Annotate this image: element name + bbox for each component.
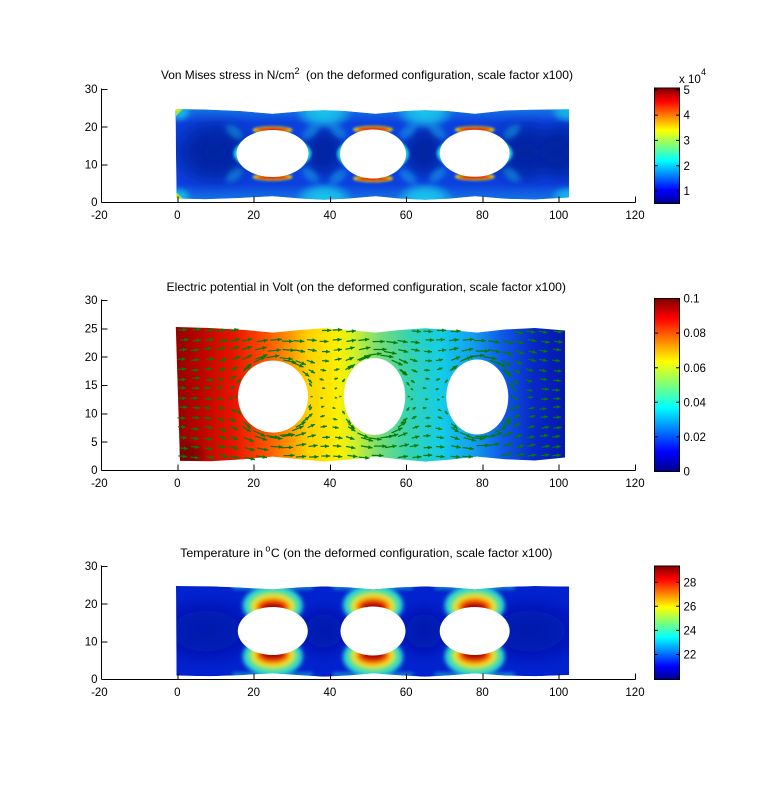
svg-text:100: 100 — [549, 478, 568, 490]
svg-text:0.04: 0.04 — [684, 397, 707, 409]
svg-text:o: o — [265, 544, 270, 554]
svg-text:30: 30 — [85, 84, 98, 96]
svg-text:C (on the deformed configurati: C (on the deformed configuration, scale … — [271, 546, 553, 560]
svg-text:0: 0 — [174, 210, 180, 222]
svg-text:30: 30 — [85, 561, 98, 573]
svg-text:15: 15 — [85, 380, 98, 392]
svg-text:4: 4 — [701, 67, 706, 77]
svg-text:2: 2 — [295, 66, 300, 76]
svg-text:0.02: 0.02 — [684, 432, 706, 444]
svg-text:100: 100 — [549, 210, 568, 222]
svg-text:40: 40 — [324, 210, 337, 222]
svg-text:0: 0 — [91, 674, 97, 686]
svg-text:0.06: 0.06 — [684, 363, 706, 375]
svg-text:0: 0 — [174, 478, 180, 490]
svg-text:x 10: x 10 — [679, 74, 701, 86]
svg-text:80: 80 — [476, 210, 489, 222]
svg-text:0.08: 0.08 — [684, 328, 706, 340]
svg-text:20: 20 — [247, 210, 260, 222]
svg-text:10: 10 — [85, 159, 98, 171]
svg-text:120: 120 — [625, 478, 644, 490]
svg-text:20: 20 — [247, 687, 260, 699]
svg-text:40: 40 — [324, 478, 337, 490]
svg-text:20: 20 — [85, 352, 98, 364]
svg-text:60: 60 — [400, 687, 413, 699]
svg-text:10: 10 — [85, 636, 98, 648]
svg-text:28: 28 — [684, 577, 697, 589]
svg-text:0: 0 — [91, 465, 97, 477]
svg-text:0: 0 — [91, 197, 97, 209]
svg-text:120: 120 — [625, 687, 644, 699]
svg-text:10: 10 — [85, 408, 98, 420]
svg-text:80: 80 — [476, 687, 489, 699]
svg-text:22: 22 — [684, 650, 697, 662]
svg-text:20: 20 — [247, 478, 260, 490]
svg-text:Electric potential in Volt (on: Electric potential in Volt (on the defor… — [167, 280, 567, 294]
svg-text:26: 26 — [684, 601, 697, 613]
svg-text:4: 4 — [684, 110, 691, 122]
svg-text:0.1: 0.1 — [684, 294, 700, 306]
svg-text:30: 30 — [85, 295, 98, 307]
svg-text:-20: -20 — [91, 478, 108, 490]
svg-text:25: 25 — [85, 323, 98, 335]
svg-text:-20: -20 — [91, 687, 108, 699]
svg-text:Von Mises stress in N/cm: Von Mises stress in N/cm — [161, 68, 295, 82]
svg-text:100: 100 — [549, 687, 568, 699]
svg-text:80: 80 — [476, 478, 489, 490]
svg-text:0: 0 — [174, 687, 180, 699]
svg-text:120: 120 — [625, 210, 644, 222]
svg-text:3: 3 — [684, 136, 690, 148]
svg-text:1: 1 — [684, 186, 690, 198]
svg-text:-20: -20 — [91, 210, 108, 222]
svg-text:20: 20 — [85, 599, 98, 611]
svg-text:0: 0 — [684, 467, 690, 479]
svg-text:40: 40 — [324, 687, 337, 699]
svg-text:5: 5 — [91, 437, 97, 449]
svg-text:60: 60 — [400, 210, 413, 222]
svg-text:(on the deformed configuration: (on the deformed configuration, scale fa… — [306, 68, 573, 82]
svg-text:2: 2 — [684, 161, 690, 173]
svg-text:Temperature in: Temperature in — [180, 546, 263, 560]
svg-text:20: 20 — [85, 122, 98, 134]
svg-text:5: 5 — [684, 85, 690, 97]
svg-text:24: 24 — [684, 626, 697, 638]
svg-text:60: 60 — [400, 478, 413, 490]
